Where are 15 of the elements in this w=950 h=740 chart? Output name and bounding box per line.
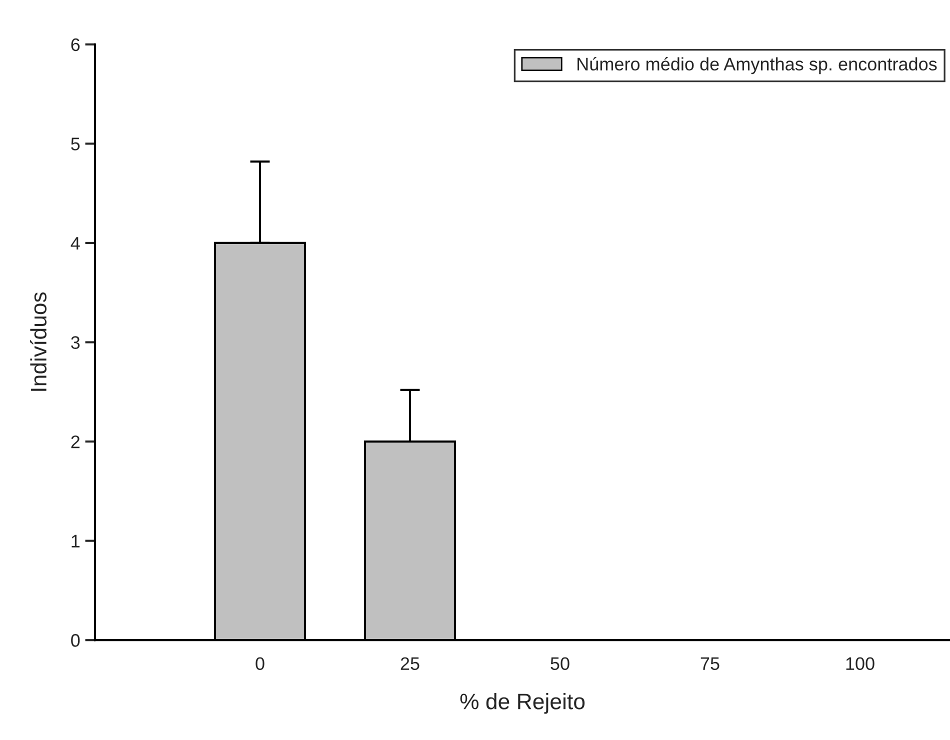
y-tick-label: 2: [71, 435, 80, 448]
x-tick-label: 25: [400, 657, 420, 670]
y-tick-label: 5: [71, 138, 80, 150]
y-tick-label: 1: [72, 534, 80, 548]
x-tick-label: 0: [256, 657, 264, 670]
x-tick-label: 50: [550, 657, 570, 670]
y-tick-label: 4: [70, 237, 80, 250]
y-tick-label: 3: [71, 336, 80, 349]
y-tick-label: 6: [71, 38, 80, 52]
x-axis-title: % de Rejeito: [460, 693, 585, 714]
x-tick-label: 100: [846, 657, 874, 670]
y-tick-label: 0: [71, 634, 80, 647]
x-tick-label: 75: [700, 657, 720, 670]
y-axis-title: Indivíduos: [30, 292, 47, 391]
legend-label: Número médio de Amynthas sp. encontrados: [578, 57, 937, 74]
